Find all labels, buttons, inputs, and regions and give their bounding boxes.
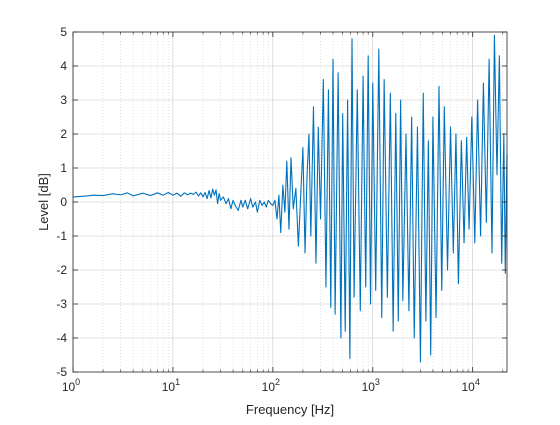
y-tick-label: 3 (60, 93, 67, 107)
y-tick-label: 1 (60, 161, 67, 175)
y-tick-label: 5 (60, 25, 67, 39)
y-tick-label: 0 (60, 195, 67, 209)
y-tick-label: -3 (56, 297, 67, 311)
y-tick-label: 4 (60, 59, 67, 73)
y-tick-label: -4 (56, 331, 67, 345)
y-tick-label: -5 (56, 365, 67, 379)
y-tick-label: -1 (56, 229, 67, 243)
y-axis-label: Level [dB] (36, 173, 51, 231)
y-tick-labels: 5 4 3 2 1 0 -1 -2 -3 -4 -5 (56, 25, 67, 379)
y-tick-label: -2 (56, 263, 67, 277)
series-line (72, 34, 508, 363)
x-axis-label: Frequency [Hz] (246, 402, 334, 417)
tick-marks (72, 31, 507, 373)
series-layer (72, 34, 508, 363)
y-tick-label: 2 (60, 127, 67, 141)
